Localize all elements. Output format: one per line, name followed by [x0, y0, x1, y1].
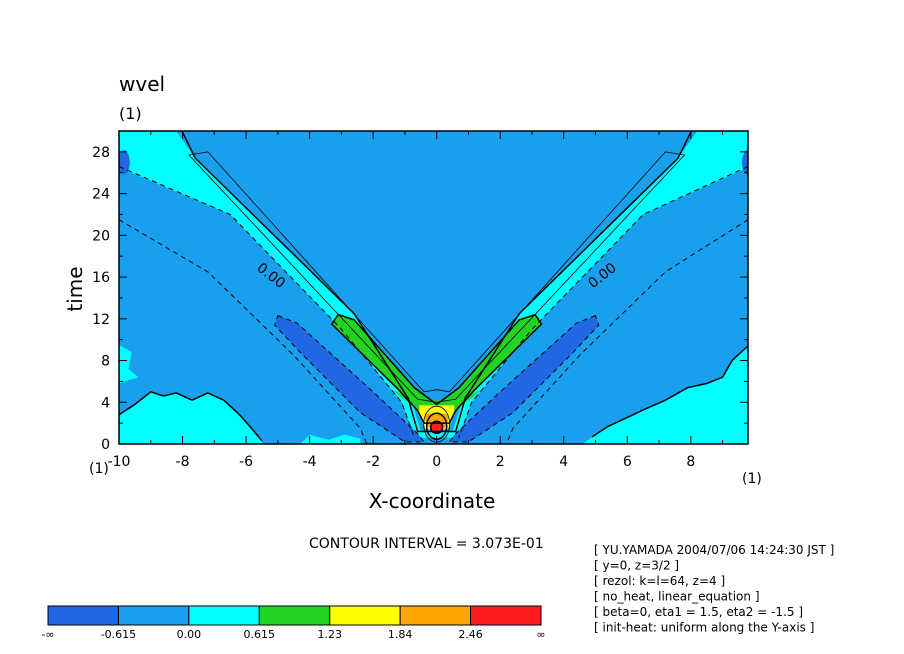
x-tick-label: -6 — [239, 454, 253, 470]
colorbar-swatch — [188, 605, 260, 626]
colorbar-swatch — [399, 605, 472, 626]
info-line: [ YU.YAMADA 2004/07/06 14:24:30 JST ] — [594, 543, 834, 557]
plot-frame — [118, 130, 749, 445]
x-tick-label: -10 — [108, 454, 131, 470]
chart-title-unit: (1) — [119, 104, 142, 123]
info-line: [ rezol: k=l=64, z=4 ] — [594, 574, 725, 588]
spot-left-edge — [119, 150, 130, 175]
chart-title: wvel — [119, 72, 165, 96]
y-tick-label: 4 — [101, 395, 110, 411]
x-axis-label: X-coordinate — [369, 489, 496, 513]
contour-neg-left — [274, 315, 426, 443]
contour-dash-outer-left — [119, 219, 368, 444]
info-line: [ init-heat: uniform along the Y-axis ] — [594, 621, 814, 635]
y-tick-label: 20 — [92, 228, 110, 244]
y-tick-label: 12 — [92, 312, 110, 328]
core-orange — [424, 413, 449, 428]
axis-ticks — [118, 130, 748, 445]
lobe-green-v — [331, 314, 542, 424]
contour-core-ring1 — [429, 420, 444, 435]
colorbar-label: 0.615 — [244, 628, 276, 641]
y-unit-label: (1) — [89, 461, 109, 477]
y-axis-label: time — [63, 266, 87, 311]
x-tick-labels: -10 -8 -6 -4 -2 0 2 4 6 8 — [108, 454, 696, 470]
colorbar-swatch — [117, 605, 190, 626]
colorbar-swatch — [470, 605, 542, 626]
contour-inner-v — [188, 151, 686, 403]
patch-left-upper — [119, 344, 139, 384]
contour-dash-left — [119, 166, 415, 438]
colorbar-label: 1.23 — [317, 628, 342, 641]
x-tick-label: 2 — [496, 454, 505, 470]
x-tick-label: 0 — [432, 454, 441, 470]
info-block: [ YU.YAMADA 2004/07/06 14:24:30 JST ] [ y… — [594, 543, 834, 635]
contour-zero — [181, 131, 693, 433]
x-tick-label: 4 — [559, 454, 568, 470]
colorbar: -∞ -0.615 0.00 0.615 1.23 1.84 2.46 ∞ — [41, 605, 546, 641]
colorbar-label: -∞ — [41, 628, 54, 641]
y-tick-label: 24 — [92, 187, 110, 203]
y-tick-label: 8 — [101, 354, 110, 370]
x-tick-label: -4 — [303, 454, 317, 470]
colorbar-label: -0.615 — [101, 628, 136, 641]
y-tick-labels: 0 4 8 12 16 20 24 28 — [92, 145, 110, 453]
info-line: [ y=0, z=3/2 ] — [594, 559, 679, 573]
lobe-left-neg — [274, 315, 424, 442]
x-tick-label: -8 — [176, 454, 190, 470]
patch-bottom-mid-left — [300, 434, 361, 444]
y-tick-label: 0 — [101, 437, 110, 453]
x-tick-label: 8 — [686, 454, 695, 470]
y-tick-label: 16 — [92, 270, 110, 286]
x-unit-label: (1) — [742, 471, 762, 487]
contour-noise-right — [591, 345, 748, 438]
plot-area — [119, 131, 748, 444]
colorbar-label: 1.84 — [388, 628, 413, 641]
x-tick-label: -2 — [366, 454, 380, 470]
contour-green — [330, 313, 543, 424]
colorbar-swatch — [329, 605, 401, 626]
contour-noise-left — [119, 390, 263, 442]
info-line: [ beta=0, eta1 = 1.5, eta2 = -1.5 ] — [594, 605, 803, 619]
colorbar-label: 0.00 — [177, 628, 202, 641]
info-line: [ no_heat, linear_equation ] — [594, 590, 760, 604]
colorbar-swatch — [258, 605, 331, 626]
contour-dash-outer-right — [506, 219, 748, 444]
core-red — [430, 421, 443, 434]
contour-interval: CONTOUR INTERVAL = 3.073E-01 — [309, 536, 544, 552]
colorbar-label: ∞ — [536, 628, 545, 641]
colorbar-swatch — [47, 605, 119, 626]
x-tick-label: 6 — [623, 454, 632, 470]
contour-dash-right — [458, 166, 748, 438]
patch-bottom-left — [119, 391, 262, 444]
region-blue — [119, 167, 748, 444]
contour-neg-right — [448, 315, 600, 443]
colorbar-label: 2.46 — [458, 628, 483, 641]
lobe-right-neg — [449, 315, 599, 442]
y-tick-label: 28 — [92, 145, 110, 161]
